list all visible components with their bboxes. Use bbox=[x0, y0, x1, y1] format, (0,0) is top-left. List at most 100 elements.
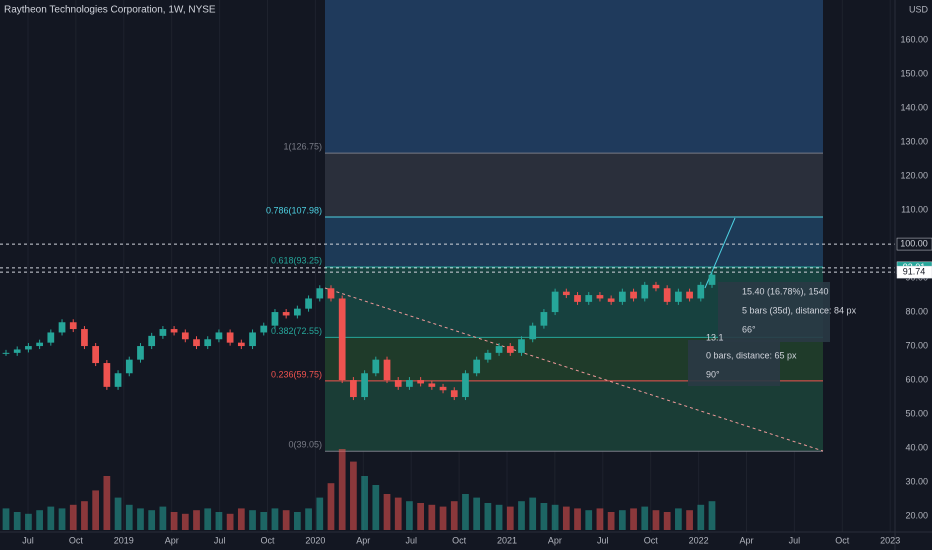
candle bbox=[406, 380, 413, 387]
candle bbox=[181, 332, 189, 340]
candle bbox=[439, 386, 447, 391]
volume-bar bbox=[585, 510, 593, 530]
y-tick-label: 30.00 bbox=[905, 476, 928, 486]
candle bbox=[327, 288, 335, 299]
y-tick-label: 60.00 bbox=[905, 374, 928, 384]
candle bbox=[697, 284, 705, 299]
volume-bar bbox=[338, 449, 346, 530]
candle bbox=[13, 349, 21, 353]
candle bbox=[215, 332, 223, 340]
candle bbox=[574, 295, 581, 302]
fib-zone bbox=[325, 153, 823, 217]
volume-bar bbox=[473, 497, 481, 530]
x-tick-label: Jul bbox=[22, 535, 34, 545]
volume-bar bbox=[103, 476, 111, 530]
candle bbox=[383, 359, 391, 381]
volume-bar bbox=[271, 508, 279, 530]
price-tag bbox=[896, 237, 932, 251]
volume-bar bbox=[462, 494, 469, 530]
x-tick-label: Oct bbox=[644, 535, 659, 545]
x-tick-label: 2022 bbox=[689, 535, 709, 545]
candle bbox=[294, 308, 301, 316]
y-tick-label: 160.00 bbox=[900, 34, 928, 44]
chart-title: Raytheon Technologies Corporation, 1W, N… bbox=[4, 5, 216, 16]
candle bbox=[260, 325, 268, 333]
fib-label: 1(126.75) bbox=[283, 142, 322, 152]
candle bbox=[103, 363, 111, 387]
volume-bar bbox=[428, 504, 436, 530]
x-tick-label: Apr bbox=[739, 535, 753, 545]
y-tick-label: 50.00 bbox=[905, 408, 928, 418]
candle bbox=[69, 322, 77, 330]
volume-bar bbox=[148, 510, 156, 530]
candle bbox=[675, 291, 682, 302]
candle bbox=[708, 274, 716, 285]
volume-bar bbox=[260, 512, 268, 530]
candle bbox=[551, 291, 559, 313]
volume-bar bbox=[170, 512, 178, 530]
x-tick-label: Oct bbox=[452, 535, 467, 545]
x-tick-label: Oct bbox=[260, 535, 275, 545]
measure-text: 0 bars, distance: 65 px bbox=[706, 350, 797, 360]
volume-bar bbox=[506, 506, 514, 530]
candle bbox=[47, 332, 55, 343]
axes: 20.0030.0040.0050.0060.0070.0080.0090.00… bbox=[22, 34, 932, 545]
volume-bar bbox=[607, 512, 615, 530]
volume-bar bbox=[81, 501, 88, 530]
volume-bar bbox=[663, 512, 671, 530]
time-axis bbox=[0, 532, 932, 550]
candle bbox=[148, 335, 156, 347]
volume-bar bbox=[495, 504, 503, 530]
volume-bar bbox=[47, 506, 55, 530]
volume-bar bbox=[540, 503, 548, 530]
candle bbox=[237, 342, 245, 347]
volume-bar bbox=[114, 497, 122, 530]
candle bbox=[630, 291, 637, 299]
volume-bar bbox=[226, 513, 234, 530]
volume-bar bbox=[641, 506, 649, 530]
candle bbox=[652, 284, 660, 289]
candle bbox=[562, 291, 570, 296]
volume-bar bbox=[630, 508, 637, 530]
volume-bar bbox=[92, 490, 100, 530]
volume-bar bbox=[529, 497, 537, 530]
candle bbox=[394, 380, 402, 387]
volume-bar bbox=[551, 504, 559, 530]
fib-zone bbox=[325, 380, 823, 452]
y-tick-label: 20.00 bbox=[905, 510, 928, 520]
volume-bar bbox=[574, 508, 581, 530]
x-tick-label: Jul bbox=[789, 535, 801, 545]
measure-text: 15.40 (16.78%), 1540 bbox=[742, 286, 829, 296]
volume-bar bbox=[652, 510, 660, 530]
candle bbox=[641, 284, 649, 299]
volume-bar bbox=[350, 461, 357, 530]
candle bbox=[159, 329, 167, 336]
volume-bar bbox=[25, 513, 32, 530]
volume-bar bbox=[2, 508, 10, 530]
candle bbox=[495, 346, 503, 353]
candle bbox=[417, 380, 424, 384]
candle bbox=[428, 383, 436, 387]
volume-bar bbox=[596, 508, 604, 530]
price-label: 100.00 bbox=[900, 238, 928, 248]
x-tick-label: Jul bbox=[597, 535, 609, 545]
price-label: 91.74 bbox=[903, 267, 926, 277]
volume-bar bbox=[327, 483, 335, 530]
x-tick-label: 2023 bbox=[880, 535, 900, 545]
candle bbox=[58, 322, 66, 333]
volume-bar bbox=[58, 508, 66, 530]
fib-label: 0.618(93.25) bbox=[271, 255, 322, 265]
candle bbox=[618, 291, 626, 302]
y-tick-label: 120.00 bbox=[900, 170, 928, 180]
y-tick-label: 110.00 bbox=[901, 204, 928, 214]
candle bbox=[193, 339, 200, 347]
candle bbox=[540, 312, 548, 326]
volume-bar bbox=[439, 506, 447, 530]
volume-bar bbox=[316, 497, 324, 530]
measure-text: 5 bars (35d), distance: 84 px bbox=[742, 305, 857, 315]
candle bbox=[249, 332, 256, 347]
y-tick-label: 40.00 bbox=[905, 442, 928, 452]
measure-box bbox=[718, 282, 830, 342]
volume-bar bbox=[305, 508, 312, 530]
volume bbox=[2, 449, 716, 530]
